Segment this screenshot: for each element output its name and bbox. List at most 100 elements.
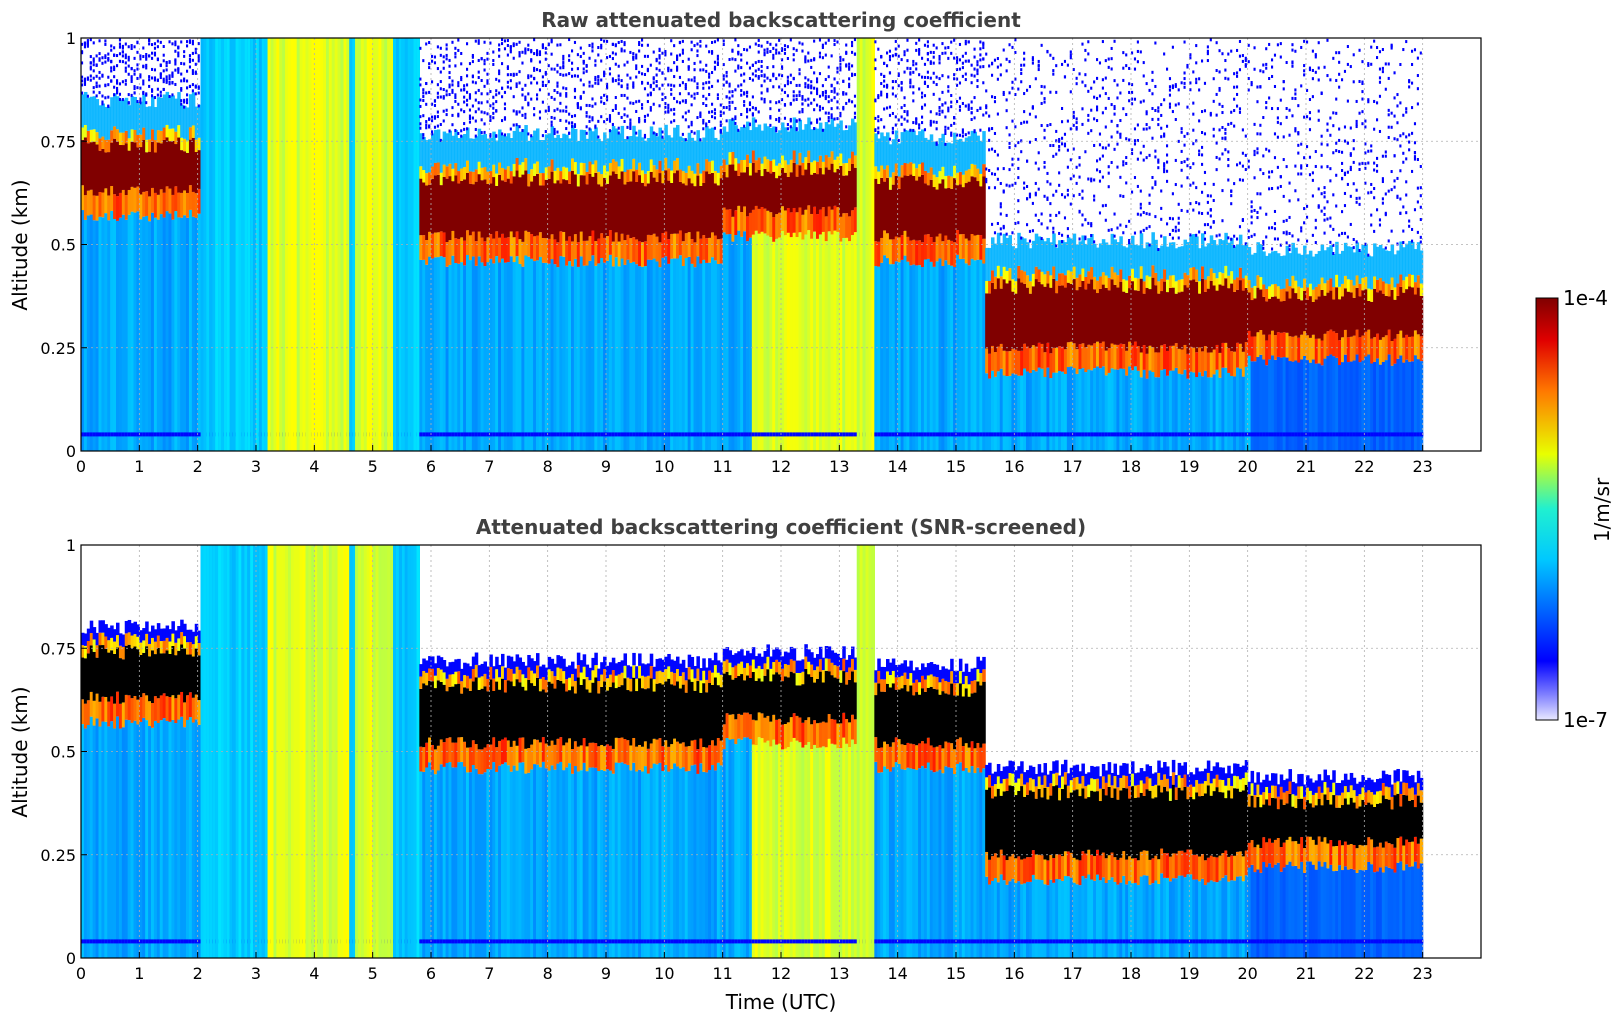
heatmap-noise-speck: [751, 95, 754, 99]
heatmap-ground-strip: [445, 432, 450, 437]
heatmap-ground-strip: [468, 432, 473, 437]
heatmap-noise-speck: [900, 115, 903, 119]
heatmap-noise-speck: [667, 69, 670, 73]
heatmap-cloud-core: [1201, 278, 1205, 352]
heatmap-noise-speck: [1011, 157, 1014, 161]
heatmap-noise-speck: [186, 79, 189, 83]
heatmap-halo: [783, 127, 788, 161]
heatmap-cloud-top: [833, 159, 838, 173]
heatmap-column-lower: [970, 258, 975, 451]
heatmap-cloud-top: [556, 167, 560, 181]
heatmap-column-lower: [909, 265, 913, 451]
heatmap-noise-speck: [1160, 217, 1163, 221]
heatmap-cloud-top: [442, 164, 447, 177]
heatmap-noise-speck: [670, 108, 673, 112]
heatmap-cloud-base: [1148, 345, 1153, 371]
heatmap-ground-strip: [180, 432, 184, 437]
heatmap-noise-speck: [982, 81, 985, 85]
heatmap-noise-speck: [795, 97, 798, 101]
heatmap-noise-speck: [632, 52, 635, 56]
heatmap-column-lower: [538, 256, 543, 451]
heatmap-noise-speck: [845, 125, 848, 129]
heatmap-cloud-core: [848, 170, 852, 217]
heatmap-noise-speck: [1090, 224, 1093, 228]
heatmap-noise-speck: [1084, 73, 1087, 77]
heatmap-ground-strip: [1107, 432, 1112, 437]
heatmap-noise-speck: [1151, 70, 1154, 74]
heatmap-noise-speck: [821, 93, 824, 97]
heatmap-noise-speck: [658, 54, 661, 58]
heatmap-noise-speck: [932, 51, 935, 55]
heatmap-ground-strip: [754, 432, 759, 437]
heatmap-cloud-core: [731, 164, 735, 217]
heatmap-noise-speck: [460, 78, 463, 82]
heatmap-cloud-base: [982, 238, 986, 264]
heatmap-noise-speck: [544, 57, 547, 61]
heatmap-cloud-top: [118, 132, 123, 146]
heatmap-noise-speck: [1192, 128, 1195, 132]
heatmap-cloud-core: [530, 181, 534, 235]
heatmap-noise-speck: [676, 54, 679, 58]
heatmap-noise-speck: [1058, 211, 1061, 215]
heatmap-column-lower: [833, 230, 838, 451]
heatmap-cloud-base: [684, 233, 689, 258]
heatmap-cloud-top: [168, 128, 173, 142]
heatmap-noise-speck: [436, 67, 439, 71]
heatmap-halo: [760, 130, 765, 164]
heatmap-ground-strip: [1023, 432, 1027, 437]
heatmap-cloud-core: [463, 179, 467, 241]
heatmap-cloud-top: [1253, 285, 1258, 299]
heatmap-cloud-base: [136, 186, 140, 212]
heatmap-noise-speck: [1017, 87, 1020, 91]
heatmap-noise-speck: [489, 133, 492, 137]
heatmap-halo: [1136, 245, 1141, 279]
heatmap-noise-speck: [1198, 202, 1201, 206]
heatmap-noise-speck: [731, 117, 734, 121]
heatmap-noise-speck: [515, 42, 518, 46]
heatmap-noise-speck: [1049, 182, 1052, 186]
heatmap-cloud-top: [1163, 269, 1167, 282]
heatmap-noise-speck: [1271, 107, 1274, 111]
heatmap-cloud-core: [821, 174, 826, 208]
heatmap-column-lower: [1189, 371, 1193, 451]
heatmap-halo: [433, 129, 438, 163]
heatmap-noise-speck: [722, 74, 725, 78]
heatmap-noise-speck: [1180, 127, 1183, 131]
heatmap-column-lower: [1186, 378, 1190, 451]
heatmap-noise-speck: [661, 83, 664, 87]
heatmap-cloud-base: [116, 196, 120, 221]
heatmap-noise-speck: [786, 127, 789, 131]
heatmap-halo: [719, 132, 724, 166]
heatmap-column-lower: [886, 258, 890, 451]
heatmap-cloud-core: [652, 177, 657, 234]
heatmap-ground-strip: [684, 432, 689, 437]
heatmap-noise-speck: [118, 52, 122, 56]
heatmap-ground-strip: [1014, 432, 1018, 437]
heatmap-cloud-base: [148, 196, 152, 222]
heatmap-noise-speck: [661, 135, 664, 139]
heatmap-noise-speck: [536, 49, 539, 53]
heatmap-ground-strip: [1195, 432, 1199, 437]
heatmap-cloud-top: [174, 131, 178, 145]
heatmap-noise-speck: [1128, 90, 1131, 94]
heatmap-noise-speck: [156, 45, 159, 49]
heatmap-noise-speck: [127, 72, 130, 76]
heatmap-noise-speck: [506, 80, 509, 84]
heatmap-noise-speck: [1238, 225, 1242, 229]
heatmap-cloud-core: [110, 142, 114, 187]
heatmap-cloud-core: [746, 167, 750, 217]
heatmap-noise-speck: [1107, 165, 1110, 169]
heatmap-noise-speck: [737, 66, 740, 70]
heatmap-noise-speck: [1110, 57, 1113, 61]
heatmap-noise-speck: [486, 112, 489, 116]
heatmap-noise-speck: [1107, 57, 1110, 61]
heatmap-ground-strip: [556, 432, 560, 437]
heatmap-noise-speck: [737, 84, 740, 88]
heatmap-noise-speck: [483, 84, 486, 88]
heatmap-noise-speck: [611, 77, 614, 81]
heatmap-halo: [183, 105, 187, 139]
heatmap-cloud-top: [559, 171, 563, 184]
heatmap-halo: [159, 97, 164, 131]
heatmap-noise-speck: [897, 74, 900, 78]
heatmap-noise-speck: [83, 45, 87, 49]
